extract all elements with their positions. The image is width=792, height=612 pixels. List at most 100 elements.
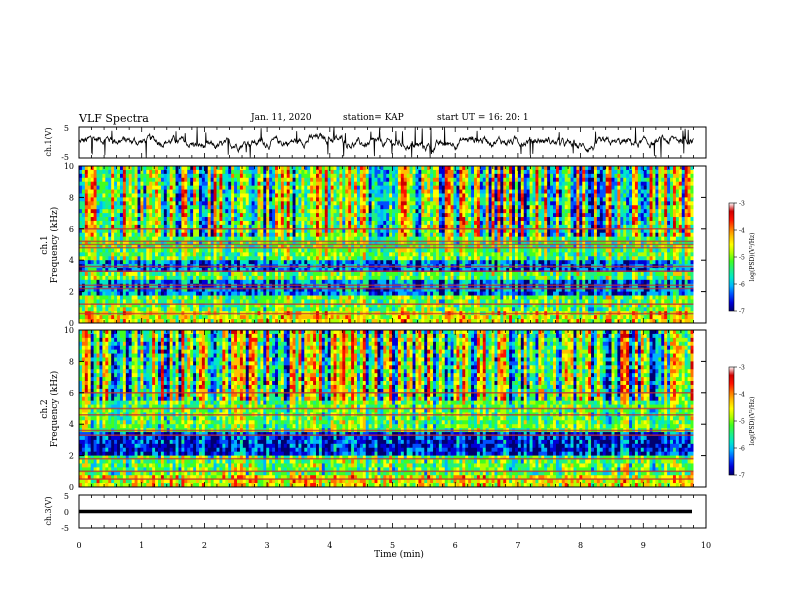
spectrogram-cell	[351, 189, 355, 194]
spectrogram-cell	[149, 228, 153, 234]
spectrogram-cell	[201, 248, 206, 253]
spectrogram-cell	[356, 220, 361, 226]
spectrogram-cell	[389, 299, 393, 304]
spectrogram-cell	[146, 303, 150, 308]
spectrogram-cell	[105, 189, 109, 194]
spectrogram-cell	[371, 224, 375, 230]
spectrogram-cell	[228, 185, 232, 190]
spectrogram-cell	[418, 220, 422, 226]
spectrogram-cell	[172, 291, 176, 296]
spectrogram-cell	[172, 209, 176, 214]
spectrogram-cell	[289, 319, 293, 324]
spectrogram-cell	[316, 220, 320, 226]
spectrogram-cell	[277, 252, 282, 257]
spectrogram-cell	[362, 252, 367, 257]
spectrogram-cell	[266, 193, 270, 198]
spectrogram-cell	[84, 240, 89, 245]
spectrogram-cell	[339, 209, 343, 214]
spectrogram-cell	[172, 185, 176, 190]
spectrogram-cell	[403, 181, 408, 187]
spectrogram-cell	[260, 169, 264, 175]
spectrogram-cell	[155, 260, 159, 265]
spectrogram-cell	[374, 224, 378, 230]
header-station: station= KAP	[343, 113, 404, 123]
spectrogram-cell	[207, 291, 212, 296]
spectrogram-cell	[225, 291, 229, 296]
spectrogram-cell	[374, 287, 378, 293]
spectrogram-cell	[234, 252, 238, 257]
spectrogram-cell	[190, 299, 194, 304]
spectrogram-cell	[225, 220, 229, 226]
spectrogram-cell	[96, 169, 100, 175]
spectrogram-cell	[383, 291, 387, 296]
spectrogram-cell	[207, 201, 212, 206]
spectrogram-cell	[330, 169, 334, 175]
spectrogram-cell	[140, 319, 144, 324]
spectrogram-cell	[158, 185, 162, 190]
spectrogram-cell	[266, 275, 270, 281]
spectrogram-cell	[318, 319, 323, 324]
spectrogram-cell	[190, 252, 194, 257]
spectrogram-cell	[204, 166, 209, 171]
spectrogram-cell	[155, 275, 159, 281]
spectrogram-cell	[175, 279, 179, 285]
spectrogram-cell	[292, 248, 296, 253]
spectrogram-cell	[228, 201, 232, 206]
spectrogram-cell	[196, 185, 200, 190]
spectrogram-cell	[354, 271, 358, 277]
spectrogram-cell	[245, 220, 250, 226]
spectrogram-cell	[131, 177, 135, 183]
spectrogram-cell	[108, 303, 112, 308]
spectrogram-cell	[96, 181, 100, 187]
spectrogram-cell	[122, 275, 127, 281]
spectrogram-cell	[198, 220, 203, 226]
spectrogram-cell	[354, 197, 358, 202]
spectrogram-cell	[158, 252, 162, 257]
spectrogram-cell	[377, 236, 381, 241]
spectrogram-cell	[415, 181, 419, 187]
spectrogram-cell	[289, 177, 293, 183]
spectrogram-cell	[260, 244, 264, 249]
spectrogram-cell	[207, 181, 212, 187]
spectrogram-cell	[286, 307, 291, 312]
spectrogram-cell	[348, 271, 352, 277]
spectrogram-cell	[198, 173, 203, 179]
spectrogram-cell	[368, 205, 372, 210]
spectrogram-cell	[397, 275, 402, 281]
spectrogram-cell	[356, 303, 361, 308]
spectrogram-cell	[383, 213, 387, 218]
spectrogram-cell	[87, 213, 92, 218]
spectrogram-cell	[365, 256, 370, 261]
spectrogram-cell	[231, 295, 235, 300]
spectrogram-cell	[406, 197, 411, 202]
spectrogram-cell	[163, 236, 168, 241]
spectrogram-cell	[190, 240, 194, 245]
spectrogram-cell	[181, 275, 185, 281]
spectrogram-cell	[79, 209, 83, 214]
spectrogram-cell	[336, 181, 340, 187]
spectrogram-cell	[333, 307, 337, 312]
spectrogram-cell	[222, 260, 226, 265]
spectrogram-cell	[137, 201, 141, 206]
spectrogram-cell	[155, 177, 159, 183]
spectrogram-cell	[245, 189, 250, 194]
spectrogram-cell	[87, 169, 92, 175]
spectrogram-cell	[99, 303, 103, 308]
spectrogram-cell	[327, 201, 332, 206]
spectrogram-cell	[374, 232, 378, 238]
spectrogram-cell	[433, 197, 437, 202]
spectrogram-cell	[275, 232, 279, 238]
spectrogram-cell	[395, 248, 399, 253]
spectrogram-cell	[438, 228, 443, 234]
spectrogram-cell	[166, 319, 171, 324]
spectrogram-cell	[172, 303, 176, 308]
spectrogram-cell	[377, 252, 381, 257]
spectrogram-cell	[187, 166, 191, 171]
spectrogram-cell	[81, 291, 86, 296]
spectrogram-cell	[307, 260, 311, 265]
spectrogram-cell	[400, 169, 405, 175]
spectrogram-cell	[125, 166, 130, 171]
spectrogram-cell	[327, 268, 332, 273]
spectrogram-cell	[213, 169, 217, 175]
spectrogram-cell	[368, 209, 372, 214]
